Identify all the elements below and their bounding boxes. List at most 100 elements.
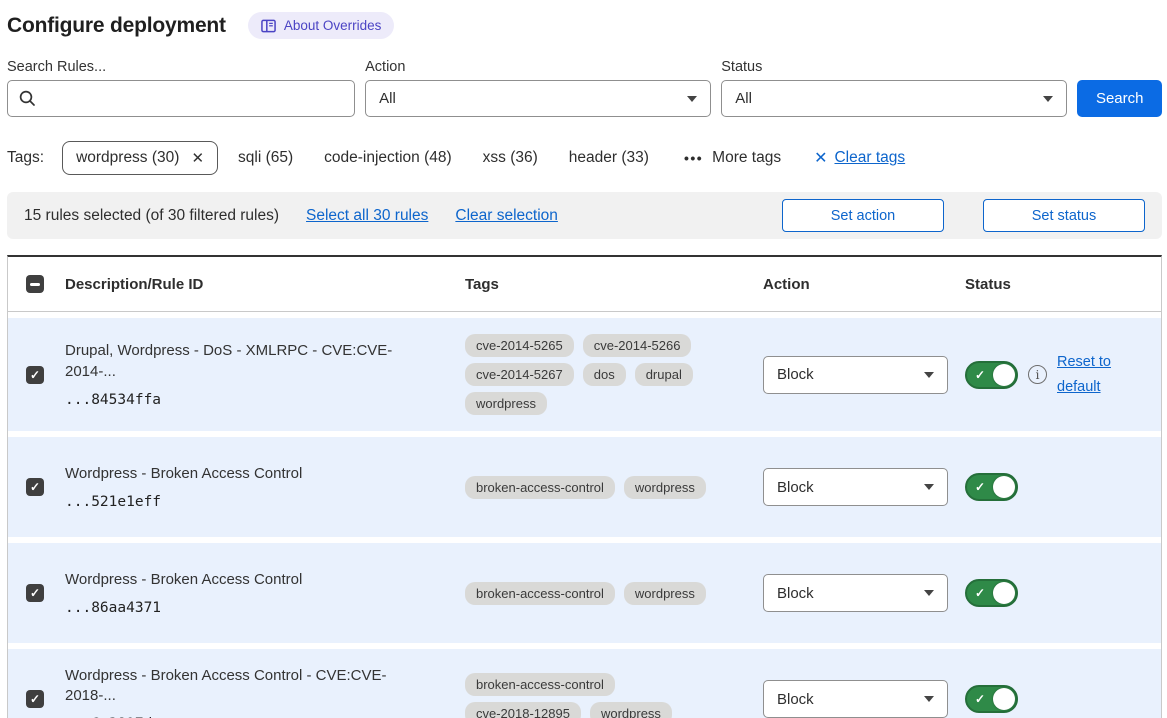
- rule-tags: broken-access-control wordpress: [465, 581, 720, 605]
- tag-filter-code-injection[interactable]: code-injection (48): [324, 149, 452, 166]
- action-label: Action: [365, 59, 406, 75]
- column-action: Action: [763, 275, 810, 293]
- more-tags-label: More tags: [712, 149, 782, 166]
- row-checkbox[interactable]: ✓: [26, 690, 44, 708]
- rule-tag-pill: broken-access-control: [465, 673, 615, 696]
- page-header: Configure deployment About Overrides: [7, 12, 1162, 39]
- row-action-select[interactable]: Block: [763, 468, 948, 506]
- row-action-select[interactable]: Block: [763, 680, 948, 718]
- rule-description: Wordpress - Broken Access Control: [65, 464, 303, 482]
- search-icon: [18, 89, 37, 108]
- selected-tag-chip-wordpress[interactable]: wordpress (30) ✕: [62, 141, 219, 175]
- action-filter: Action All: [365, 59, 712, 117]
- row-action-select[interactable]: Block: [763, 574, 948, 612]
- status-filter: Status All: [721, 59, 1068, 117]
- table-row: ✓ Drupal, Wordpress - DoS - XMLRPC - CVE:…: [8, 318, 1161, 431]
- chevron-down-icon: [1043, 95, 1054, 102]
- page-title: Configure deployment: [7, 13, 226, 37]
- remove-tag-icon[interactable]: ✕: [191, 150, 205, 167]
- rule-description-cell: Wordpress - Broken Access Control ...521e…: [58, 464, 458, 510]
- rule-tag-pill: cve-2014-5267: [465, 363, 574, 386]
- selection-toolbar: 15 rules selected (of 30 filtered rules)…: [7, 192, 1162, 239]
- more-tags-button[interactable]: ••• More tags: [684, 149, 781, 167]
- action-select-value: All: [379, 90, 396, 107]
- rule-description: Wordpress - Broken Access Control: [65, 570, 303, 588]
- info-icon[interactable]: i: [1028, 365, 1047, 384]
- rule-action-cell: Block: [756, 680, 958, 718]
- clear-tags-label: Clear tags: [834, 149, 906, 166]
- check-icon: ✓: [29, 480, 41, 494]
- selected-tag-label: wordpress (30): [76, 149, 180, 166]
- clear-tags-button[interactable]: ✕ Clear tags: [814, 148, 905, 168]
- tags-label: Tags:: [7, 149, 45, 166]
- search-filter: Search Rules...: [7, 59, 356, 117]
- rule-description: Drupal, Wordpress - DoS - XMLRPC - CVE:C…: [65, 342, 393, 380]
- rule-tag-pill: wordpress: [465, 392, 547, 415]
- set-status-button[interactable]: Set status: [983, 199, 1145, 232]
- ellipsis-icon: •••: [683, 150, 704, 166]
- rule-tag-pill: broken-access-control: [465, 475, 615, 499]
- row-checkbox[interactable]: ✓: [26, 365, 44, 384]
- set-action-button[interactable]: Set action: [782, 199, 944, 232]
- selection-summary: 15 rules selected (of 30 filtered rules): [24, 206, 280, 224]
- status-toggle[interactable]: ✓: [965, 473, 1018, 501]
- rule-id: ...6e3897dc: [65, 716, 434, 718]
- toggle-knob: [993, 476, 1015, 498]
- toggle-knob: [993, 363, 1015, 386]
- rule-tags: cve-2014-5265 cve-2014-5266 cve-2014-5267 d…: [465, 334, 720, 415]
- row-action-value: Block: [777, 366, 814, 383]
- rule-action-cell: Block: [756, 355, 958, 394]
- rule-id: ...86aa4371: [65, 600, 162, 617]
- row-checkbox[interactable]: ✓: [26, 584, 44, 602]
- chevron-down-icon: [924, 371, 934, 378]
- check-icon: ✓: [975, 367, 986, 382]
- rule-description: Wordpress - Broken Access Control - CVE:…: [65, 666, 387, 704]
- status-select[interactable]: All: [721, 80, 1068, 117]
- rule-tag-pill: dos: [582, 363, 626, 386]
- filters-row: Search Rules... Action All Status All: [7, 59, 1163, 117]
- rule-tags: broken-access-control wordpress: [465, 475, 720, 499]
- rule-status-cell: ✓: [958, 473, 1161, 501]
- search-rules-input[interactable]: [7, 80, 356, 117]
- rule-action-cell: Block: [756, 468, 958, 506]
- rule-id: ...84534ffa: [65, 391, 162, 408]
- tag-filter-header[interactable]: header (33): [568, 149, 649, 166]
- table-row: ✓ Wordpress - Broken Access Control ...521…: [8, 437, 1161, 537]
- row-action-select[interactable]: Block: [763, 355, 948, 394]
- status-toggle[interactable]: ✓: [965, 579, 1018, 607]
- select-all-checkbox[interactable]: [26, 275, 44, 293]
- check-icon: ✓: [975, 480, 986, 494]
- rule-tags-cell: broken-access-control cve-2018-12895 wordp…: [458, 673, 756, 718]
- rule-tags-cell: cve-2014-5265 cve-2014-5266 cve-2014-5267 d…: [458, 334, 756, 415]
- rule-status-cell: ✓ i Reset to default: [958, 350, 1161, 399]
- row-checkbox[interactable]: ✓: [26, 478, 44, 496]
- tag-filter-xss[interactable]: xss (36): [482, 149, 538, 166]
- toggle-knob: [993, 582, 1015, 604]
- status-toggle[interactable]: ✓: [965, 360, 1018, 389]
- about-overrides-button[interactable]: About Overrides: [247, 12, 395, 39]
- status-select-value: All: [735, 90, 752, 107]
- table-header-row: Description/Rule ID Tags Action Status: [8, 257, 1161, 312]
- select-all-rules-link[interactable]: Select all 30 rules: [306, 206, 429, 224]
- column-tags: Tags: [465, 275, 499, 293]
- book-icon: [261, 19, 276, 33]
- status-toggle[interactable]: ✓: [965, 685, 1018, 713]
- row-action-value: Block: [777, 690, 814, 708]
- tags-bar: Tags: wordpress (30) ✕ sqli (65) code-in…: [7, 141, 1162, 175]
- reset-to-default-link[interactable]: Reset to default: [1057, 353, 1111, 395]
- rules-table: Description/Rule ID Tags Action Status ✓…: [7, 255, 1162, 718]
- check-icon: ✓: [29, 692, 41, 706]
- column-status: Status: [965, 275, 1011, 293]
- row-checkbox-cell: ✓: [8, 584, 58, 602]
- rule-tags-cell: broken-access-control wordpress: [458, 475, 756, 499]
- check-icon: ✓: [29, 367, 41, 382]
- tag-filter-sqli[interactable]: sqli (65): [238, 149, 294, 166]
- row-checkbox-cell: ✓: [8, 478, 58, 496]
- clear-selection-link[interactable]: Clear selection: [455, 206, 558, 224]
- rule-tag-pill: cve-2014-5266: [582, 334, 692, 357]
- search-button[interactable]: Search: [1077, 80, 1163, 117]
- header-checkbox-cell: [8, 275, 58, 293]
- rule-tag-pill: cve-2018-12895: [465, 702, 581, 718]
- table-body: ✓ Drupal, Wordpress - DoS - XMLRPC - CVE:…: [8, 318, 1161, 718]
- action-select[interactable]: All: [365, 80, 712, 117]
